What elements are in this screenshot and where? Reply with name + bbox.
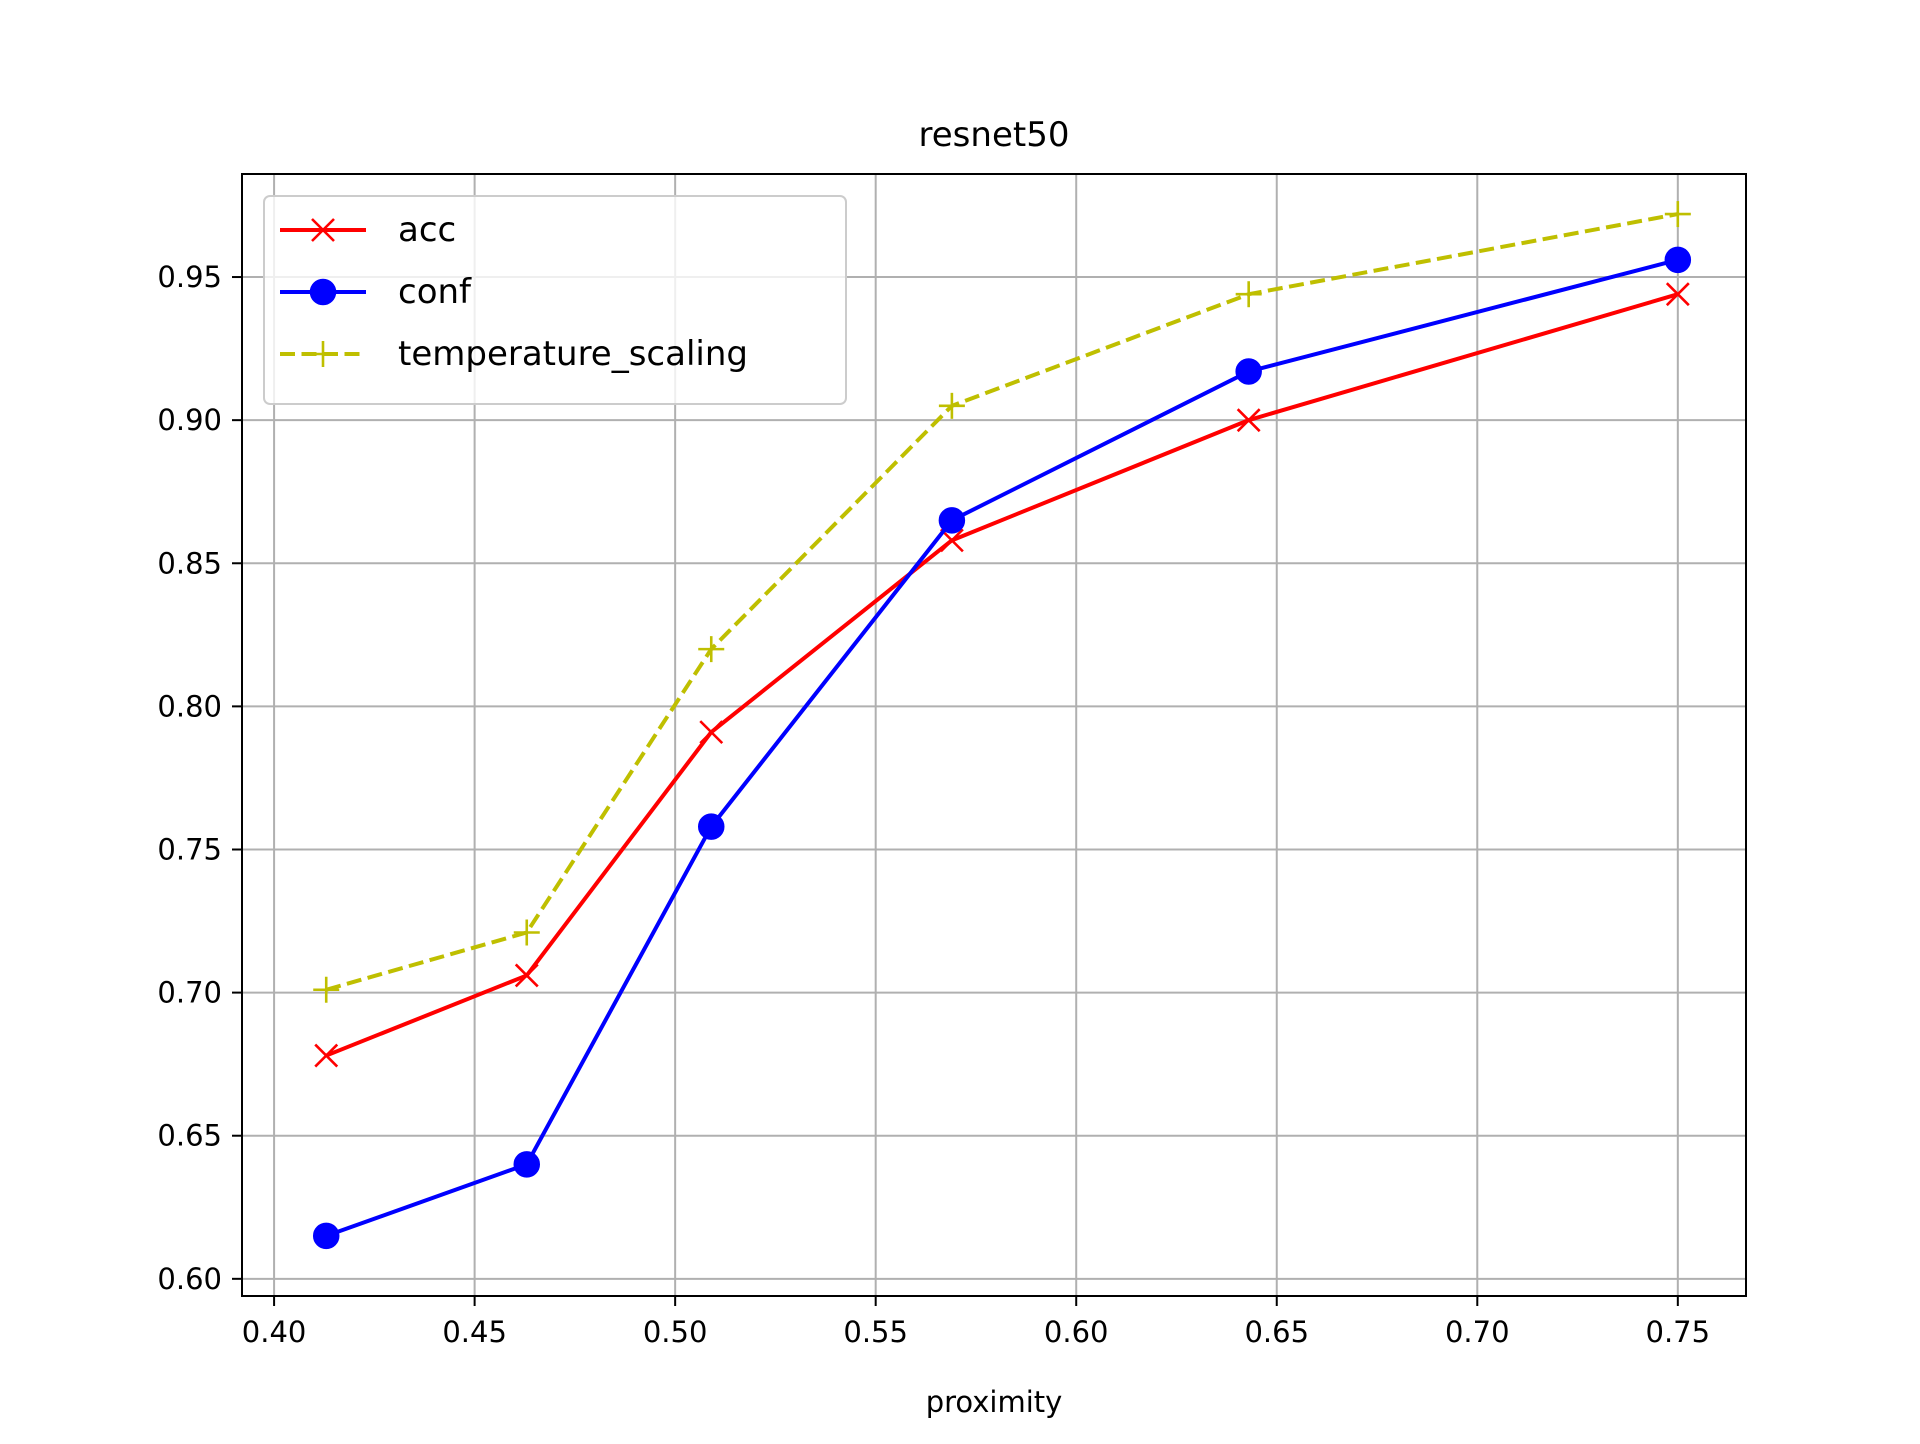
series-line-acc [325, 292, 1679, 1058]
data-point-acc-2 [699, 720, 724, 745]
y-axis: 0.60 0.65 0.70 0.75 0.80 0.85 0.90 0.95 [157, 260, 242, 1296]
y-tick-label-6: 0.90 [157, 403, 222, 437]
data-point-acc-0 [314, 1043, 339, 1068]
data-point-temperature-scaling-1 [513, 919, 540, 946]
data-point-acc-1 [514, 963, 539, 988]
x-tick-label-2: 0.50 [643, 1315, 708, 1349]
x-axis: 0.40 0.45 0.50 0.55 0.60 0.65 0.70 0.75 [242, 1296, 1710, 1349]
legend: acc conf temperature_scaling [263, 195, 847, 405]
data-point-conf-1 [513, 1151, 541, 1178]
data-point-conf-4 [1235, 358, 1262, 385]
legend-label-acc: acc [398, 210, 456, 250]
y-tick-label-3: 0.75 [157, 832, 222, 866]
y-tick-label-4: 0.80 [157, 689, 222, 723]
series-acc [314, 282, 1690, 1068]
legend-item-acc: acc [280, 210, 456, 250]
data-point-temperature-scaling-3 [938, 392, 965, 419]
y-tick-label-5: 0.85 [157, 546, 222, 580]
legend-marker-acc [311, 218, 335, 242]
legend-label-conf: conf [398, 272, 472, 312]
plot-frame [241, 173, 1747, 1297]
series-group [312, 201, 1692, 1250]
legend-label-temperature-scaling: temperature_scaling [398, 334, 748, 374]
data-point-conf-3 [938, 507, 966, 534]
legend-item-conf: conf [280, 272, 472, 312]
series-line-conf [325, 257, 1679, 1238]
data-point-acc-4 [1236, 408, 1261, 433]
x-tick-label-5: 0.65 [1244, 1315, 1309, 1349]
x-axis-label: proximity [926, 1385, 1063, 1419]
data-point-temperature-scaling-5 [1664, 201, 1691, 228]
data-point-conf-0 [312, 1222, 340, 1250]
x-tick-label-4: 0.60 [1044, 1315, 1109, 1349]
data-point-temperature-scaling-4 [1235, 281, 1262, 308]
y-tick-label-0: 0.60 [157, 1262, 222, 1296]
x-tick-label-6: 0.70 [1445, 1315, 1510, 1349]
series-conf [312, 246, 1692, 1250]
data-point-temperature-scaling-2 [698, 636, 725, 663]
legend-box [263, 195, 847, 405]
data-point-acc-3 [939, 528, 964, 553]
x-tick-label-3: 0.55 [843, 1315, 908, 1349]
legend-marker-temperature-scaling [310, 341, 336, 367]
data-point-acc-5 [1665, 282, 1690, 307]
y-tick-label-1: 0.65 [157, 1119, 222, 1153]
y-tick-label-2: 0.70 [157, 976, 222, 1010]
legend-item-temperature-scaling: temperature_scaling [280, 334, 748, 374]
x-tick-label-7: 0.75 [1646, 1315, 1711, 1349]
data-point-conf-2 [697, 813, 725, 840]
chart-title: resnet50 [919, 115, 1070, 155]
data-point-conf-5 [1664, 246, 1692, 274]
series-temperature-scaling [313, 201, 1691, 1003]
series-line-temperature-scaling [325, 212, 1679, 992]
y-tick-label-7: 0.95 [157, 260, 222, 294]
data-point-temperature-scaling-0 [313, 976, 340, 1003]
legend-marker-conf [309, 278, 337, 306]
x-tick-label-1: 0.45 [442, 1315, 507, 1349]
x-tick-label-0: 0.40 [242, 1315, 307, 1349]
